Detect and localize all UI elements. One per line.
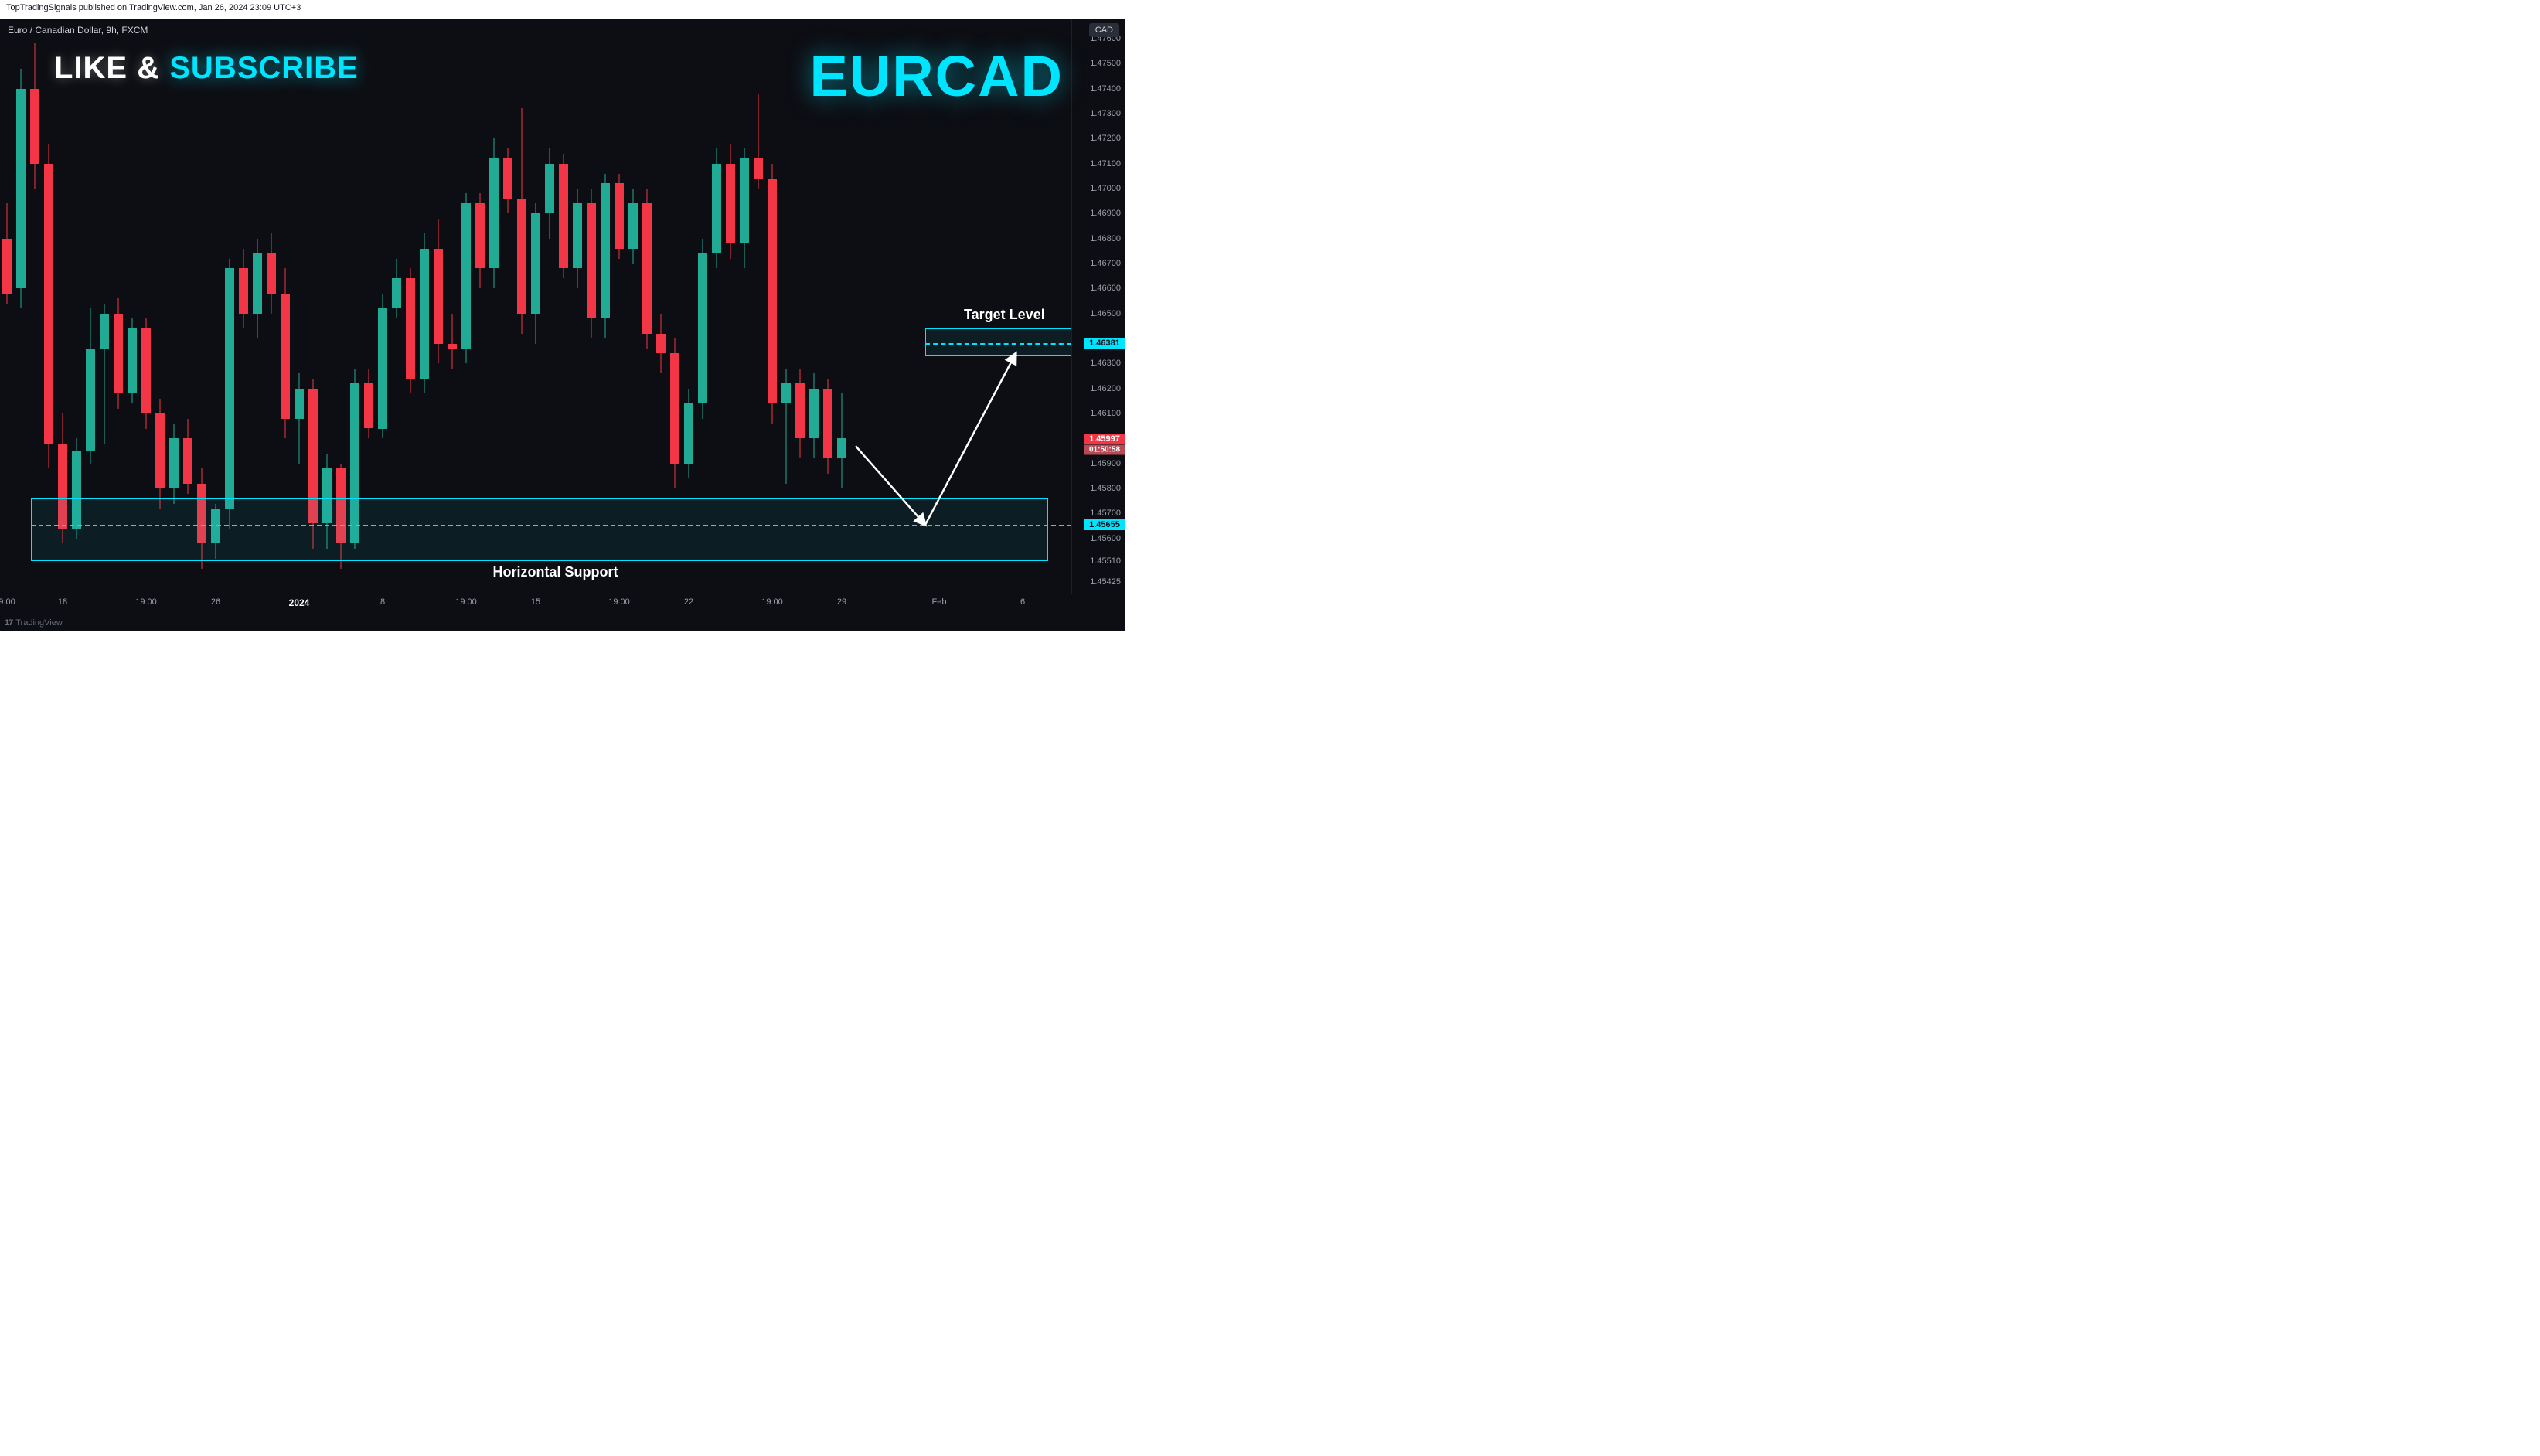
price-tick: 1.47400 (1090, 84, 1121, 94)
price-flag: 1.45997 (1084, 434, 1125, 444)
price-tick: 1.46300 (1090, 359, 1121, 368)
brand-text: TradingView (15, 618, 63, 628)
price-axis[interactable]: 1.476001.475001.474001.473001.472001.471… (1071, 19, 1125, 594)
chart-container: TopTradingSignals published on TradingVi… (0, 0, 1125, 645)
price-tick: 1.47500 (1090, 59, 1121, 68)
time-tick: 6 (1020, 597, 1025, 607)
time-tick: 15 (531, 597, 540, 607)
countdown-flag: 01:50:58 (1084, 445, 1125, 455)
time-tick: 19:00 (135, 597, 157, 607)
price-tick: 1.47300 (1090, 109, 1121, 118)
time-tick: 19:00 (761, 597, 783, 607)
price-tick: 1.45900 (1090, 459, 1121, 468)
time-tick: 2024 (289, 597, 310, 608)
tradingview-logo-icon: 17 (5, 618, 12, 628)
time-tick: 26 (211, 597, 220, 607)
time-axis[interactable]: 9:00 18 19:00 26 2024 8 19:00 15 19:00 22 19:00 29 F… (0, 594, 1071, 612)
price-tick: 1.45700 (1090, 509, 1121, 518)
price-flag: 1.46381 (1084, 338, 1125, 349)
price-tick: 1.45800 (1090, 484, 1121, 493)
price-tick: 1.46700 (1090, 259, 1121, 268)
like-text: LIKE & (54, 51, 160, 85)
time-tick: 19:00 (455, 597, 477, 607)
price-tick: 1.47000 (1090, 184, 1121, 193)
currency-badge[interactable]: CAD (1089, 23, 1119, 37)
price-tick: 1.46500 (1090, 309, 1121, 318)
price-tick: 1.45510 (1090, 556, 1121, 566)
time-tick: Feb (932, 597, 947, 607)
subscribe-text: SUBSCRIBE (169, 51, 359, 85)
symbol-title: EURCAD (809, 43, 1064, 109)
time-tick: 9:00 (0, 597, 15, 607)
time-tick: 29 (837, 597, 846, 607)
chart-area[interactable]: Euro / Canadian Dollar, 9h, FXCM CAD LIK… (0, 19, 1125, 631)
support-label: Horizontal Support (493, 564, 618, 580)
time-tick: 18 (58, 597, 67, 607)
price-tick: 1.45600 (1090, 534, 1121, 543)
symbol-info: Euro / Canadian Dollar, 9h, FXCM (8, 25, 148, 36)
watermark: 17 TradingView (5, 618, 63, 628)
price-tick: 1.46200 (1090, 384, 1121, 393)
time-tick: 19:00 (608, 597, 630, 607)
target-label: Target Level (964, 307, 1045, 323)
like-subscribe-overlay: LIKE & SUBSCRIBE (54, 51, 359, 86)
time-tick: 8 (380, 597, 385, 607)
price-tick: 1.47200 (1090, 134, 1121, 143)
price-tick: 1.46900 (1090, 209, 1121, 218)
price-tick: 1.47100 (1090, 159, 1121, 168)
price-tick: 1.46800 (1090, 234, 1121, 243)
price-tick: 1.46100 (1090, 409, 1121, 418)
price-tick: 1.46600 (1090, 284, 1121, 293)
time-tick: 22 (684, 597, 693, 607)
publish-header: TopTradingSignals published on TradingVi… (0, 0, 1125, 19)
price-flag: 1.45655 (1084, 519, 1125, 530)
price-tick: 1.45425 (1090, 577, 1121, 587)
